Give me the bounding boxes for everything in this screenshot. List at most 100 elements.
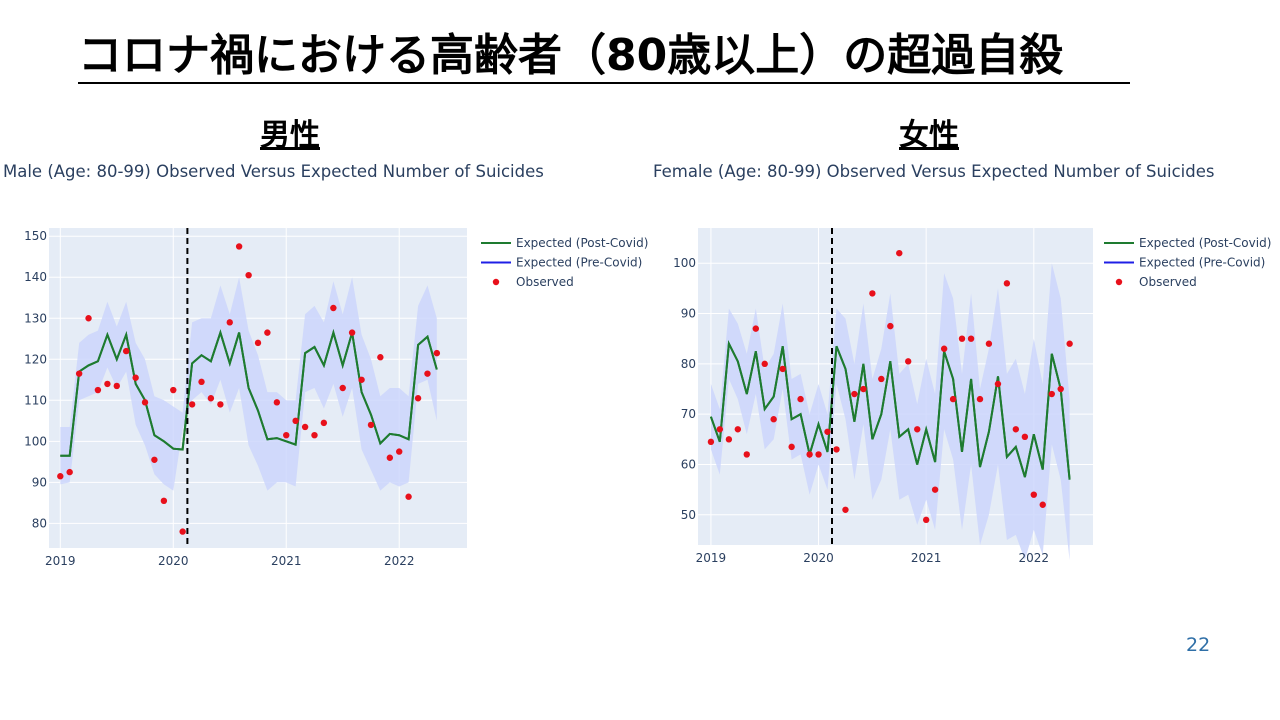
female-heading: 女性 [899,118,959,153]
female-observed-point [922,516,930,524]
female-observed-point [887,322,894,330]
male-observed-point [339,384,346,392]
female-legend-label: Expected (Post-Covid) [1139,236,1271,250]
female-observed-point [1039,501,1046,508]
male-observed-point [311,431,318,439]
female-observed-point [824,428,831,435]
female-observed-point [976,395,984,403]
female-expected-line-overlay [709,340,1071,480]
female-observed-point [743,451,750,458]
female-chart-title: Female (Age: 80-99) Observed Versus Expe… [653,162,1215,181]
female-observed-point [1066,340,1073,347]
female-observed-point [806,451,813,458]
female-observed-point [940,345,948,352]
female-observed-point [1048,390,1055,398]
female-y-tick-label: 50 [681,508,696,522]
male-observed-point [66,468,73,476]
male-observed-point [217,401,224,408]
female-observed-point [869,290,876,297]
female-legend-swatch [1115,278,1123,286]
female-observed-point [1030,491,1038,498]
female-observed-point [734,426,742,433]
male-observed-point [151,456,158,463]
female-observed-point [958,335,966,342]
male-observed-point [396,448,403,455]
page-number: 22 [1186,634,1211,656]
male-observed-point [198,378,205,386]
female-observed-point [1021,433,1029,441]
female-observed-point [851,390,858,398]
slide-title: コロナ禍における高齢者（80歳以上）の超過自殺 [78,30,1130,84]
female-y-tick-label: 70 [681,407,696,421]
female-observed-point [815,451,822,458]
female-confidence-band [710,263,1070,561]
female-observed-point [797,395,804,403]
female-y-tick-label: 100 [673,256,696,270]
male-observed-point [170,386,177,394]
male-observed-point [367,421,375,429]
female-y-tick-label: 90 [681,307,696,321]
male-x-tick-label: 2019 [45,554,76,568]
female-legend-label: Expected (Pre-Covid) [1139,256,1265,270]
female-observed-point [896,249,903,257]
female-observed-point [931,486,939,493]
male-observed-point [320,419,328,427]
male-x-tick-label: 2020 [158,554,189,568]
female-observed-point [833,446,840,453]
male-observed-point [254,339,262,347]
male-observed-point [104,380,111,388]
female-x-tick-label: 2022 [1019,551,1050,565]
female-observed-point [1003,280,1011,287]
female-y-tick-label: 80 [681,357,696,371]
female-x-tick-label: 2021 [911,551,942,565]
male-x-tick-label: 2021 [271,554,302,568]
male-y-tick-label: 80 [32,516,47,530]
female-observed-point [707,438,715,446]
male-x-tick-label: 2022 [384,554,415,568]
male-observed-point [283,431,290,439]
female-observed-point [716,426,724,433]
male-observed-point [386,454,394,461]
male-observed-point [424,370,431,377]
male-observed-point [433,349,441,357]
male-observed-point [85,315,92,322]
male-y-tick-label: 100 [24,434,47,448]
female-observed-point [914,426,921,433]
male-observed-point [301,423,309,431]
male-observed-point [57,473,64,480]
male-observed-point [405,493,412,500]
male-observed-point [132,374,139,381]
male-observed-point [377,354,384,361]
male-observed-point [75,370,83,377]
male-y-tick-label: 110 [24,393,47,407]
male-legend-swatch [492,278,500,286]
female-observed-point [779,365,786,373]
male-observed-point [113,382,120,390]
female-observed-point [752,325,759,332]
male-observed-point [141,399,149,406]
female-observed-point [788,443,795,451]
female-observed-point [761,360,768,368]
male-chart-title: Male (Age: 80-99) Observed Versus Expect… [3,162,544,181]
male-y-tick-label: 130 [24,311,47,325]
male-observed-point [226,319,233,326]
male-observed-point [245,271,252,279]
female-observed-point [985,340,993,347]
male-observed-point [358,376,365,383]
male-observed-point [264,329,271,336]
female-x-tick-label: 2020 [803,551,834,565]
female-observed-point [770,416,777,423]
male-legend-label: Observed [516,275,574,289]
male-legend-label: Expected (Post-Covid) [516,236,648,250]
female-y-tick-label: 60 [681,457,696,471]
female-observed-point [878,375,885,383]
male-observed-point [188,401,196,408]
female-observed-point [949,395,957,403]
male-heading: 男性 [260,118,320,153]
female-observed-point [905,358,912,365]
male-observed-point [122,347,130,355]
male-legend-label: Expected (Pre-Covid) [516,256,642,270]
male-observed-point [330,304,337,312]
